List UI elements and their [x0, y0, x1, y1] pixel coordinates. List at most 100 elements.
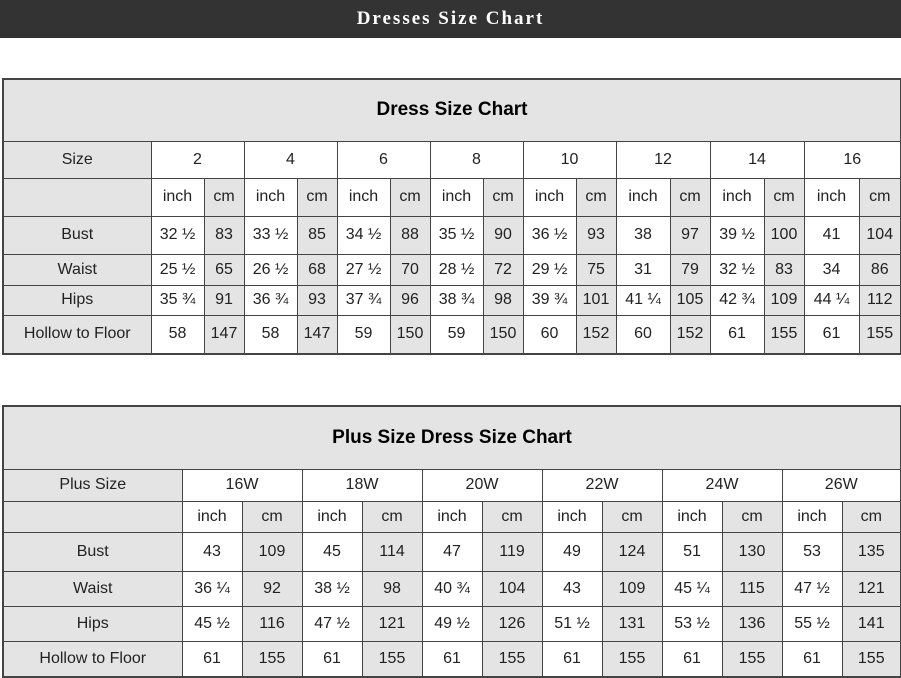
unit-inch: inch [243, 177, 298, 217]
inch-value: 61 [181, 640, 243, 678]
cm-value: 155 [841, 640, 901, 678]
cm-value: 72 [482, 253, 524, 286]
unit-cm: cm [361, 500, 423, 533]
inch-value: 37 ¾ [336, 284, 391, 316]
inch-value: 41 ¼ [615, 284, 671, 316]
inch-value: 61 [541, 640, 603, 678]
cm-value: 155 [858, 314, 901, 355]
row-label: Waist [2, 570, 183, 607]
size-header: 14 [709, 140, 805, 179]
cm-value: 152 [669, 314, 711, 355]
inch-value: 36 ¾ [243, 284, 298, 316]
inch-value: 36 ½ [522, 215, 577, 255]
cm-value: 100 [763, 215, 805, 255]
cm-value: 83 [763, 253, 805, 286]
cm-value: 131 [601, 605, 663, 642]
inch-value: 61 [781, 640, 843, 678]
unit-inch: inch [803, 177, 860, 217]
size-header-row: Size 2 4 6 8 10 12 14 16 [2, 140, 901, 179]
cm-value: 130 [721, 531, 783, 572]
inch-value: 41 [803, 215, 860, 255]
cm-value: 88 [389, 215, 431, 255]
cm-value: 104 [858, 215, 901, 255]
inch-value: 28 ½ [429, 253, 484, 286]
cm-value: 65 [203, 253, 245, 286]
inch-value: 34 ½ [336, 215, 391, 255]
cm-value: 119 [481, 531, 543, 572]
inch-value: 59 [336, 314, 391, 355]
inch-value: 58 [150, 314, 205, 355]
size-header: 26W [781, 468, 901, 502]
inch-value: 55 ½ [781, 605, 843, 642]
inch-value: 26 ½ [243, 253, 298, 286]
table-row: Bust 32 ½ 83 33 ½ 85 34 ½ 88 35 ½ 90 36 ½ 93 38 97 39… [2, 215, 901, 255]
row-label: Bust [2, 215, 152, 255]
size-header: 24W [661, 468, 783, 502]
unit-cm: cm [389, 177, 431, 217]
size-header: 10 [522, 140, 617, 179]
inch-value: 51 ½ [541, 605, 603, 642]
cm-value: 112 [858, 284, 901, 316]
unit-cm: cm [721, 500, 783, 533]
inch-value: 61 [661, 640, 723, 678]
cm-value: 109 [241, 531, 303, 572]
size-header: 2 [150, 140, 245, 179]
cm-value: 115 [721, 570, 783, 607]
empty-label-cell [2, 177, 152, 217]
cm-value: 124 [601, 531, 663, 572]
dress-size-table: Dress Size Chart Size 2 4 6 8 10 12 14 16 inch cm in… [2, 78, 901, 355]
inch-value: 45 ½ [181, 605, 243, 642]
inch-value: 60 [615, 314, 671, 355]
unit-inch: inch [150, 177, 205, 217]
size-header: 16W [181, 468, 303, 502]
inch-value: 61 [301, 640, 363, 678]
cm-value: 93 [296, 284, 338, 316]
inch-value: 32 ½ [150, 215, 205, 255]
inch-value: 32 ½ [709, 253, 765, 286]
cm-value: 93 [575, 215, 617, 255]
inch-value: 58 [243, 314, 298, 355]
cm-value: 155 [481, 640, 543, 678]
inch-value: 29 ½ [522, 253, 577, 286]
cm-value: 152 [575, 314, 617, 355]
inch-value: 44 ¼ [803, 284, 860, 316]
inch-value: 31 [615, 253, 671, 286]
unit-header-row: inch cm inch cm inch cm inch cm inch cm inch cm inch… [2, 177, 901, 217]
cm-value: 79 [669, 253, 711, 286]
row-label: Bust [2, 531, 183, 572]
cm-value: 135 [841, 531, 901, 572]
inch-value: 34 [803, 253, 860, 286]
unit-inch: inch [301, 500, 363, 533]
cm-value: 155 [763, 314, 805, 355]
inch-value: 59 [429, 314, 484, 355]
plus-size-table: Plus Size Dress Size Chart Plus Size 16W 18… [2, 405, 901, 678]
inch-value: 39 ½ [709, 215, 765, 255]
inch-value: 51 [661, 531, 723, 572]
unit-cm: cm [241, 500, 303, 533]
cm-value: 92 [241, 570, 303, 607]
size-header-row: Plus Size 16W 18W 20W 22W 24W 26W [2, 468, 901, 502]
inch-value: 25 ½ [150, 253, 205, 286]
cm-value: 109 [763, 284, 805, 316]
cm-value: 121 [841, 570, 901, 607]
cm-value: 85 [296, 215, 338, 255]
unit-inch: inch [661, 500, 723, 533]
table-row: Hollow to Floor 58 147 58 147 59 150 59 150 60 152… [2, 314, 901, 355]
inch-value: 47 [421, 531, 483, 572]
cm-value: 150 [389, 314, 431, 355]
unit-inch: inch [336, 177, 391, 217]
size-header: 20W [421, 468, 543, 502]
size-header: 4 [243, 140, 338, 179]
unit-inch: inch [429, 177, 484, 217]
cm-value: 155 [601, 640, 663, 678]
empty-label-cell [2, 500, 183, 533]
size-header: 22W [541, 468, 663, 502]
unit-inch: inch [709, 177, 765, 217]
inch-value: 61 [709, 314, 765, 355]
unit-cm: cm [858, 177, 901, 217]
inch-value: 53 ½ [661, 605, 723, 642]
cm-value: 97 [669, 215, 711, 255]
size-label: Plus Size [2, 468, 183, 502]
unit-inch: inch [421, 500, 483, 533]
